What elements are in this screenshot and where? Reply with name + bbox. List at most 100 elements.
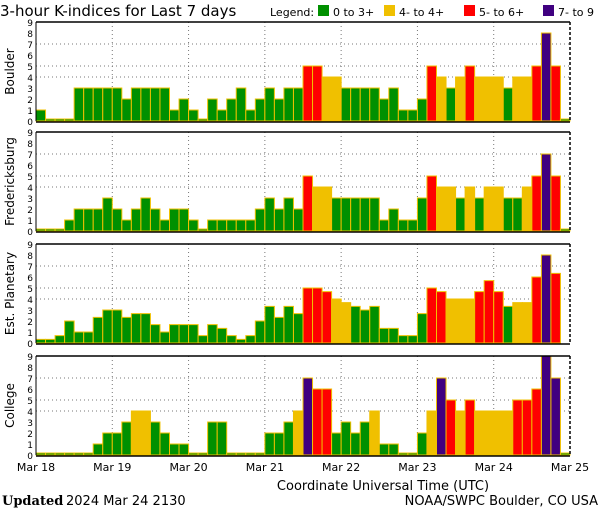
- bar: [321, 388, 333, 456]
- bar: [159, 87, 170, 122]
- bar: [521, 186, 533, 232]
- bar: [92, 316, 104, 344]
- bar: [178, 98, 190, 122]
- x-tick-label: Mar 22: [322, 461, 360, 474]
- bar: [283, 305, 294, 344]
- bar: [273, 316, 285, 344]
- y-tick-label: 1: [27, 441, 33, 451]
- bar: [111, 87, 123, 122]
- y-tick-label: 4: [27, 296, 33, 306]
- bar: [312, 287, 323, 344]
- bar: [312, 388, 323, 456]
- bar: [312, 186, 323, 232]
- bar: [559, 452, 571, 456]
- bar: [445, 399, 457, 456]
- bar: [436, 291, 447, 344]
- bar: [416, 98, 428, 122]
- bar: [292, 208, 304, 232]
- bar: [245, 109, 256, 122]
- bar: [502, 410, 514, 456]
- bar: [207, 219, 218, 232]
- bar: [331, 298, 342, 344]
- y-tick-label: 7: [27, 375, 33, 385]
- bar: [273, 98, 285, 122]
- bar: [502, 305, 514, 344]
- bar: [350, 305, 361, 344]
- y-tick-label: 3: [27, 195, 33, 205]
- bar: [73, 87, 85, 122]
- bar: [264, 432, 275, 456]
- bar: [245, 452, 256, 456]
- bar: [445, 87, 457, 122]
- y-tick-label: 9: [27, 353, 33, 363]
- legend-entry: 4- to 4+: [399, 6, 444, 19]
- bar: [169, 208, 180, 232]
- bar: [140, 313, 151, 344]
- legend-swatch: [318, 5, 329, 16]
- bar: [149, 87, 161, 122]
- bar: [64, 320, 75, 344]
- x-tick-label: Mar 25: [551, 461, 589, 474]
- x-tick-label: Mar 21: [246, 461, 284, 474]
- y-tick-label: 9: [27, 241, 33, 251]
- bar: [54, 118, 66, 122]
- bar: [83, 452, 94, 456]
- y-tick-label: 4: [27, 74, 33, 84]
- panel-label: Est. Planetary: [3, 252, 17, 335]
- y-tick-label: 3: [27, 85, 33, 95]
- bar: [273, 432, 285, 456]
- bar: [321, 76, 333, 122]
- bar: [493, 291, 504, 344]
- y-tick-label: 7: [27, 151, 33, 161]
- bar: [550, 377, 561, 456]
- y-tick-label: 0: [27, 118, 33, 128]
- bar: [102, 309, 113, 344]
- y-tick-label: 2: [27, 96, 33, 106]
- x-tick-label: Mar 19: [93, 461, 131, 474]
- bar: [302, 175, 314, 232]
- bar: [426, 175, 438, 232]
- bar: [493, 410, 504, 456]
- y-tick-label: 8: [27, 364, 33, 374]
- bar: [35, 452, 47, 456]
- bar: [121, 316, 132, 344]
- legend-label: Legend:: [270, 6, 314, 19]
- bar: [426, 65, 438, 122]
- bar: [226, 335, 237, 344]
- bar: [512, 302, 523, 344]
- y-tick-label: 6: [27, 386, 33, 396]
- bar: [226, 98, 237, 122]
- bar: [550, 65, 561, 122]
- y-tick-label: 1: [27, 329, 33, 339]
- y-tick-label: 0: [27, 228, 33, 238]
- bar: [483, 410, 495, 456]
- y-tick-label: 9: [27, 129, 33, 139]
- bar: [464, 399, 476, 456]
- bar: [254, 452, 266, 456]
- bar: [321, 291, 333, 344]
- bar: [455, 197, 466, 232]
- bar: [359, 421, 371, 456]
- bar: [169, 109, 180, 122]
- bar: [416, 197, 428, 232]
- bar: [254, 208, 266, 232]
- y-tick-label: 2: [27, 318, 33, 328]
- legend-swatch: [464, 5, 475, 16]
- bar: [493, 186, 504, 232]
- bar: [159, 432, 170, 456]
- panel-label: Fredericksburg: [3, 137, 17, 226]
- bar: [149, 324, 161, 344]
- bar: [397, 109, 409, 122]
- bar: [111, 309, 123, 344]
- bar: [54, 228, 66, 232]
- bar: [216, 327, 228, 344]
- bar: [121, 219, 132, 232]
- bar: [178, 208, 190, 232]
- bar: [340, 197, 352, 232]
- bar: [292, 410, 304, 456]
- bar: [283, 87, 294, 122]
